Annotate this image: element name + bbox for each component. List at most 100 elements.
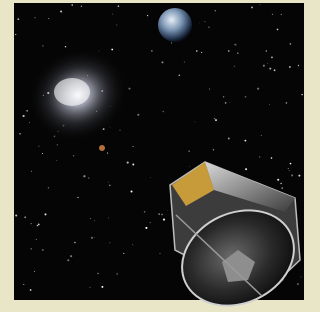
star — [137, 114, 139, 116]
star — [119, 130, 120, 131]
star — [163, 219, 165, 221]
star — [34, 271, 35, 272]
star — [42, 45, 43, 46]
star — [101, 286, 103, 288]
star — [91, 237, 93, 239]
star — [77, 197, 78, 198]
star — [158, 213, 159, 214]
star — [31, 223, 32, 224]
star — [280, 183, 281, 184]
star — [34, 17, 35, 18]
star — [244, 140, 246, 142]
star — [83, 175, 85, 177]
star — [195, 121, 196, 122]
star — [130, 190, 132, 192]
star — [272, 14, 273, 15]
star — [290, 43, 292, 45]
star — [171, 42, 172, 43]
star — [259, 4, 260, 5]
scene — [0, 0, 309, 312]
star — [38, 223, 40, 225]
star — [128, 88, 130, 90]
star — [281, 14, 282, 15]
star — [17, 18, 19, 20]
star — [228, 138, 230, 140]
star — [81, 6, 82, 7]
star — [70, 255, 72, 257]
star — [223, 96, 224, 97]
star — [251, 6, 253, 8]
star — [189, 166, 190, 167]
star — [97, 273, 99, 275]
star — [15, 34, 16, 35]
star — [184, 62, 185, 63]
star — [196, 50, 197, 51]
star — [151, 50, 153, 52]
star — [23, 115, 25, 117]
star — [291, 174, 293, 176]
star — [36, 239, 37, 240]
star — [45, 213, 47, 215]
star — [213, 149, 215, 151]
star — [225, 102, 227, 104]
star — [123, 253, 124, 254]
star — [289, 170, 290, 171]
earth — [158, 8, 192, 42]
star — [289, 66, 291, 68]
star — [209, 89, 210, 90]
star — [274, 69, 276, 71]
star — [263, 65, 265, 67]
star — [179, 74, 181, 76]
star — [266, 50, 267, 51]
star — [29, 122, 30, 123]
star — [159, 253, 160, 254]
star — [277, 179, 279, 181]
star — [88, 177, 89, 178]
star — [290, 163, 292, 165]
star — [24, 216, 26, 218]
star — [23, 284, 24, 285]
star — [72, 4, 73, 5]
star — [161, 214, 163, 216]
star — [132, 164, 134, 166]
star — [245, 168, 247, 170]
star — [271, 57, 272, 58]
star — [90, 287, 91, 288]
star — [269, 68, 271, 70]
star — [228, 50, 230, 52]
star — [145, 227, 147, 229]
star — [48, 187, 49, 188]
star — [163, 111, 164, 112]
star — [74, 242, 76, 244]
star — [201, 52, 202, 53]
star — [60, 10, 62, 12]
star — [150, 222, 151, 223]
star — [94, 221, 95, 222]
nebula-spot — [99, 145, 105, 151]
star — [108, 218, 109, 219]
star — [301, 94, 302, 95]
star — [301, 277, 302, 278]
star — [56, 160, 57, 161]
star — [298, 175, 300, 177]
star — [214, 118, 215, 119]
star — [133, 146, 134, 147]
galaxy-core — [54, 78, 90, 106]
star — [189, 151, 190, 152]
star — [277, 29, 279, 31]
star — [199, 23, 200, 24]
star — [204, 21, 205, 22]
star — [42, 249, 44, 251]
star — [31, 171, 32, 172]
star — [15, 214, 17, 216]
star — [259, 156, 260, 157]
star — [234, 66, 235, 67]
star — [37, 225, 38, 226]
star — [118, 5, 120, 7]
star — [167, 210, 168, 211]
star — [147, 15, 148, 16]
star — [94, 237, 95, 238]
star — [19, 133, 21, 135]
page: (() => { const svg = document.getElement… — [0, 0, 320, 312]
star — [215, 119, 217, 121]
